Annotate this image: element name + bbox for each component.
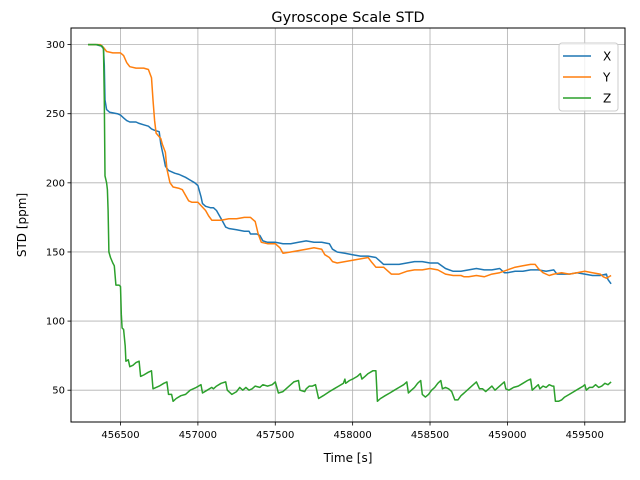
- legend-label-y: Y: [602, 71, 611, 85]
- chart-title: Gyroscope Scale STD: [271, 10, 424, 26]
- x-tick-label: 457500: [256, 430, 294, 441]
- y-tick-label: 200: [46, 178, 65, 189]
- legend-label-x: X: [603, 50, 611, 64]
- y-axis-label: STD [ppm]: [15, 193, 29, 257]
- x-tick-label: 456500: [101, 430, 139, 441]
- y-tick-label: 250: [46, 109, 65, 120]
- y-tick-label: 100: [46, 317, 65, 328]
- legend-label-z: Z: [603, 92, 611, 106]
- x-tick-label: 458000: [334, 430, 372, 441]
- x-tick-label: 459000: [488, 430, 526, 441]
- y-tick-label: 300: [46, 40, 65, 51]
- y-tick-label: 50: [52, 386, 65, 397]
- y-tick-label: 150: [46, 247, 65, 258]
- x-tick-label: 459500: [566, 430, 604, 441]
- legend: XYZ: [559, 43, 618, 111]
- x-tick-label: 457000: [179, 430, 217, 441]
- x-tick-label: 458500: [411, 430, 449, 441]
- x-axis-label: Time [s]: [323, 451, 373, 465]
